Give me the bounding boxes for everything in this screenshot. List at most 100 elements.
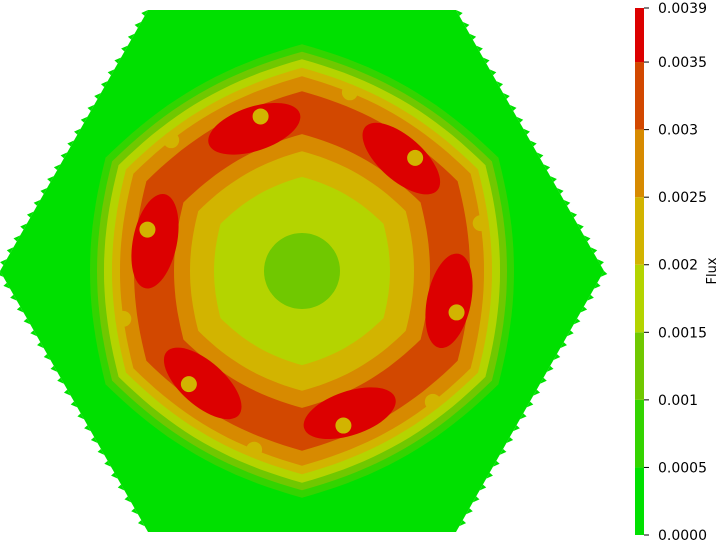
mesh-edge-tooth xyxy=(469,33,477,40)
mesh-edge-tooth xyxy=(540,377,547,384)
mesh-edge-tooth xyxy=(482,57,490,64)
colorbar-tick-label: 0.0025 xyxy=(658,190,707,206)
mesh-edge-tooth xyxy=(16,306,24,313)
flux-spot xyxy=(472,215,489,232)
mesh-edge-tooth xyxy=(580,306,588,313)
mesh-edge-tooth xyxy=(489,69,497,76)
mesh-edge-tooth xyxy=(506,437,514,444)
colorbar-tick-label: 0.003 xyxy=(658,123,698,139)
flux-spot xyxy=(163,132,180,149)
mesh-edge-tooth xyxy=(516,116,524,123)
colorbar-title: Flux xyxy=(705,257,720,284)
colorbar-tick-label: 0.0015 xyxy=(658,325,707,341)
flux-contour-region xyxy=(264,233,340,309)
mesh-edge-tooth xyxy=(60,152,68,159)
mesh-edge-tooth xyxy=(546,365,554,372)
mesh-edge-tooth xyxy=(567,330,574,337)
colorbar-band xyxy=(635,332,644,400)
mesh-edge-tooth xyxy=(0,259,7,266)
mesh-edge-tooth xyxy=(456,10,463,16)
mesh-edge-tooth xyxy=(600,271,608,277)
mesh-edge-tooth xyxy=(526,401,534,408)
mesh-edge-tooth xyxy=(87,104,95,111)
mesh-edge-tooth xyxy=(509,104,517,111)
colorbar-bands xyxy=(635,8,644,535)
colorbar-tick-label: 0.0035 xyxy=(658,55,707,71)
mesh-edge-tooth xyxy=(90,437,98,444)
colorbar-band xyxy=(635,129,644,198)
mesh-edge-tooth xyxy=(97,448,105,455)
flux-spot xyxy=(252,108,269,125)
mesh-edge-tooth xyxy=(472,496,480,503)
mesh-edge-tooth xyxy=(593,282,601,289)
mesh-edge-tooth xyxy=(33,199,41,206)
mesh-edge-tooth xyxy=(577,223,584,230)
colorbar-band xyxy=(635,264,644,333)
colorbar-tick-label: 0.0000 xyxy=(658,528,707,541)
mesh-edge-tooth xyxy=(43,354,51,360)
mesh-edge-tooth xyxy=(53,164,61,171)
mesh-edge-tooth xyxy=(104,460,111,467)
flux-peak-region xyxy=(163,347,242,420)
mesh-edge-tooth xyxy=(523,128,530,135)
flux-spot xyxy=(448,304,465,321)
flux-spot xyxy=(341,84,358,101)
mesh-edge-tooth xyxy=(117,484,125,491)
mesh-edge-tooth xyxy=(30,330,37,337)
mesh-edge-tooth xyxy=(57,377,64,384)
mesh-edge-tooth xyxy=(530,140,537,147)
flux-spot xyxy=(335,417,352,434)
mesh-edge-tooth xyxy=(70,401,78,408)
mesh-edge-tooth xyxy=(543,164,551,171)
colorbar-band xyxy=(635,399,644,468)
mesh-edge-tooth xyxy=(23,318,31,325)
mesh-edge-tooth xyxy=(124,496,132,503)
mesh-edge-tooth xyxy=(533,389,541,396)
flux-peak-region xyxy=(208,102,301,155)
mesh-edge-tooth xyxy=(476,45,483,52)
colorbar-tick-label: 0.002 xyxy=(658,258,698,274)
mesh-edge-tooth xyxy=(134,21,142,28)
mesh-edge-tooth xyxy=(560,342,567,349)
mesh-edge-tooth xyxy=(26,211,34,218)
colorbar-band xyxy=(635,8,644,63)
colorbar-tick-label: 0.0039 xyxy=(658,1,707,17)
mesh-edge-tooth xyxy=(80,116,88,123)
flux-spot xyxy=(424,393,441,410)
mesh-edge-tooth xyxy=(131,508,138,515)
mesh-edge-tooth xyxy=(94,93,101,99)
mesh-edge-tooth xyxy=(40,187,48,194)
mesh-edge-tooth xyxy=(486,472,493,479)
colorbar-band xyxy=(635,197,644,265)
mesh-edge-tooth xyxy=(50,365,58,372)
mesh-edge-tooth xyxy=(63,389,71,396)
flux-peak-region xyxy=(131,193,179,289)
mesh-edge-tooth xyxy=(13,235,21,242)
flux-peak-region xyxy=(362,122,441,195)
mesh-edge xyxy=(0,10,608,527)
mesh-edge-tooth xyxy=(77,413,85,420)
mesh-edge-tooth xyxy=(503,93,510,99)
mesh-edge-tooth xyxy=(553,354,561,360)
mesh-edge-tooth xyxy=(114,57,122,64)
colorbar-tick-label: 0.0005 xyxy=(658,460,707,476)
flux-spot xyxy=(139,221,156,238)
colorbar-band xyxy=(635,62,644,130)
mesh-edge-tooth xyxy=(20,223,27,230)
flux-spot xyxy=(115,310,132,327)
mesh-edge-tooth xyxy=(0,271,4,277)
mesh-edge-tooth xyxy=(137,520,145,527)
mesh-edge-tooth xyxy=(459,520,467,527)
colorbar-ticks: 0.0039 0.0035 0.003 0.0025 0.002 0.0015 0.001 0… xyxy=(644,1,707,541)
mesh-edge-tooth xyxy=(519,413,527,420)
mesh-edge-tooth xyxy=(583,235,591,242)
mesh-edge-tooth xyxy=(141,10,148,16)
mesh-edge-tooth xyxy=(3,282,11,289)
mesh-edge-tooth xyxy=(127,33,135,40)
mesh-edge-tooth xyxy=(550,176,557,183)
mesh-edge-tooth xyxy=(573,318,581,325)
mesh-edge-tooth xyxy=(479,484,487,491)
mesh-edge-tooth xyxy=(111,472,118,479)
mesh-edge-tooth xyxy=(6,247,14,254)
